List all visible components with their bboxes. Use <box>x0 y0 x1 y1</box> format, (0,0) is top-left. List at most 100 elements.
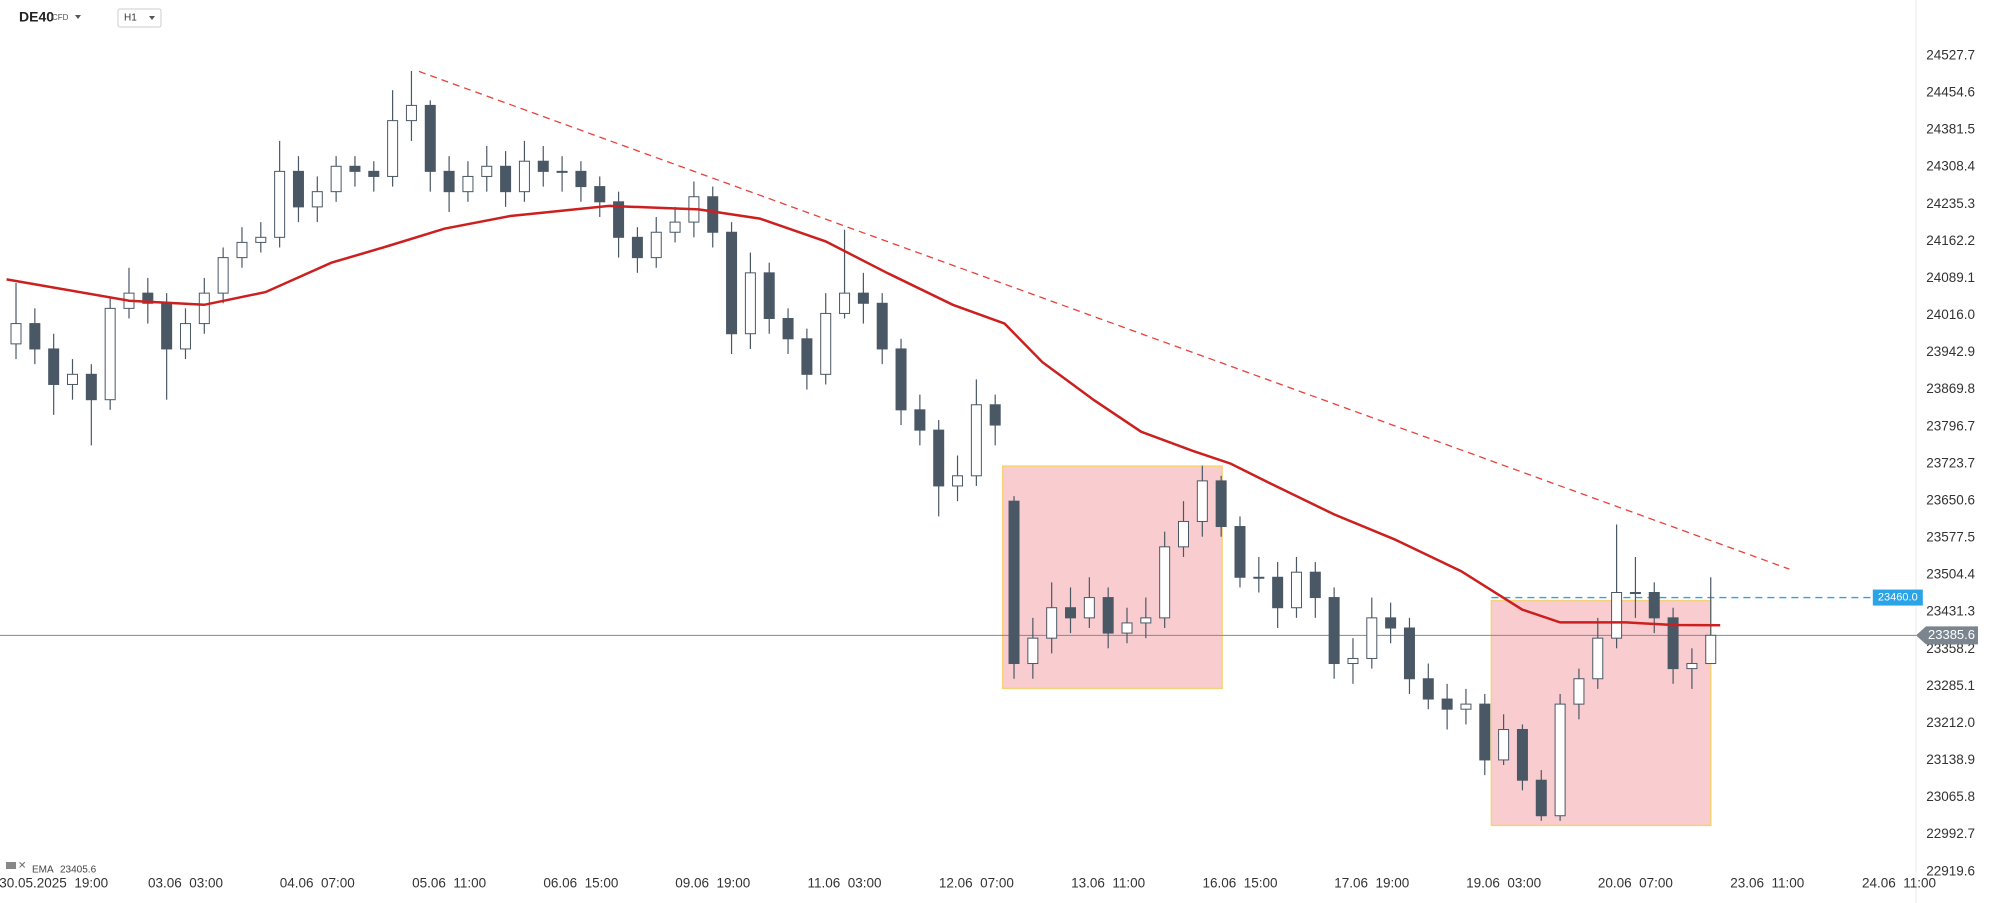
candle-body <box>1347 657 1359 665</box>
candle-body <box>1140 617 1152 624</box>
candle-body <box>1196 480 1208 522</box>
candle-body <box>1215 480 1227 528</box>
candle-body <box>1008 500 1020 665</box>
candle-body <box>1573 678 1585 705</box>
candle-body <box>311 191 323 208</box>
candle-body <box>1385 617 1397 629</box>
x-tick-label: 19.06 03:00 <box>1466 876 1541 891</box>
candle-body <box>255 236 267 243</box>
candle-body <box>669 221 681 233</box>
candle-body <box>1667 617 1679 670</box>
level-tag <box>1872 589 1923 606</box>
candle-body <box>349 165 361 172</box>
candle-body <box>801 338 813 375</box>
y-tick-label: 23285.1 <box>1926 678 1975 693</box>
candle-body <box>952 475 964 487</box>
candle-body <box>839 292 851 314</box>
candle-body <box>161 302 173 350</box>
y-tick-label: 24016.0 <box>1926 307 1975 322</box>
y-tick-label: 24454.6 <box>1926 84 1975 99</box>
candle-body <box>292 170 304 208</box>
candle-body <box>48 348 60 385</box>
candle-body <box>179 323 191 350</box>
candle-body <box>330 165 342 193</box>
candle-body <box>537 160 549 172</box>
candle-body <box>1460 703 1472 710</box>
y-tick-label: 23138.9 <box>1926 752 1975 767</box>
candle-body <box>518 160 530 193</box>
y-tick-label: 23358.2 <box>1926 641 1975 656</box>
candle-body <box>29 323 41 350</box>
y-tick-label: 23723.7 <box>1926 455 1975 470</box>
last-price-label: 23385.6 <box>1928 627 1975 642</box>
y-tick-label: 24235.3 <box>1926 196 1975 211</box>
legend-name: EMA <box>32 865 54 876</box>
candle-body <box>631 236 643 259</box>
y-tick-label: 24381.5 <box>1926 122 1975 137</box>
level-label: 23460.0 <box>1878 591 1918 603</box>
candle-body <box>1592 637 1604 680</box>
highlight-box <box>1001 465 1223 690</box>
x-tick-label: 30.05.2025 19:00 <box>0 876 108 891</box>
symbol-dropdown[interactable] <box>75 15 81 19</box>
candle-body <box>1554 703 1566 817</box>
candle-body <box>1611 591 1623 639</box>
legend-value: 23405.6 <box>60 865 97 876</box>
y-tick-label: 23431.3 <box>1926 604 1975 619</box>
candle-body <box>933 429 945 487</box>
candle-body <box>462 175 474 193</box>
x-tick-label: 23.06 11:00 <box>1730 876 1804 891</box>
candle-body <box>424 104 436 172</box>
candle-body <box>556 170 568 173</box>
candle-body <box>1290 571 1302 609</box>
timeframe-dropdown[interactable] <box>149 16 155 20</box>
candle-body <box>1686 663 1698 670</box>
candle-body <box>368 170 380 177</box>
candle-body <box>481 165 493 177</box>
candle-body <box>1535 779 1547 817</box>
candle-body <box>914 409 926 431</box>
candle-body <box>1272 576 1284 609</box>
y-tick-label: 23504.4 <box>1926 567 1975 582</box>
candle-body <box>198 292 210 325</box>
candle-body <box>1177 520 1189 548</box>
y-tick-label: 22992.7 <box>1926 826 1975 841</box>
candle-body <box>1309 571 1321 599</box>
candle-body <box>989 404 1001 426</box>
y-tick-label: 23869.8 <box>1926 381 1975 396</box>
candle-body <box>707 196 719 233</box>
candle-body <box>1121 622 1133 634</box>
candle-body <box>1422 678 1434 700</box>
indicator-legend: ✕ EMA 23405.6 <box>6 861 97 876</box>
candle-body <box>387 120 399 177</box>
y-tick-label: 23650.6 <box>1926 492 1975 507</box>
candle-body <box>857 292 869 304</box>
candle-body <box>443 170 455 193</box>
timeframe-box[interactable] <box>117 8 162 28</box>
symbol[interactable]: DE40 <box>19 9 54 25</box>
x-tick-label: 05.06 11:00 <box>412 876 486 891</box>
legend-icon[interactable] <box>6 862 16 869</box>
candle-body <box>1479 703 1491 761</box>
candle-body <box>500 165 512 193</box>
y-tick-label: 24162.2 <box>1926 233 1975 248</box>
x-tick-label: 04.06 07:00 <box>280 876 355 891</box>
x-tick-label: 20.06 07:00 <box>1598 876 1673 891</box>
last-price-tag <box>1916 626 1978 645</box>
y-tick-label: 22919.6 <box>1926 863 1975 878</box>
candle-body <box>876 302 888 350</box>
y-tick-label: 23577.5 <box>1926 530 1975 545</box>
candle-body <box>405 104 417 122</box>
y-tick-label: 23212.0 <box>1926 715 1975 730</box>
candle-body <box>575 170 587 188</box>
y-tick-label: 23796.7 <box>1926 418 1975 433</box>
x-tick-label: 12.06 07:00 <box>939 876 1014 891</box>
y-tick-label: 24527.7 <box>1926 47 1975 62</box>
candle-body <box>274 170 286 238</box>
timeframe[interactable]: H1 <box>124 13 137 24</box>
candle-body <box>820 312 832 375</box>
x-tick-label: 11.06 03:00 <box>808 876 882 891</box>
legend-close[interactable]: ✕ <box>18 861 26 872</box>
